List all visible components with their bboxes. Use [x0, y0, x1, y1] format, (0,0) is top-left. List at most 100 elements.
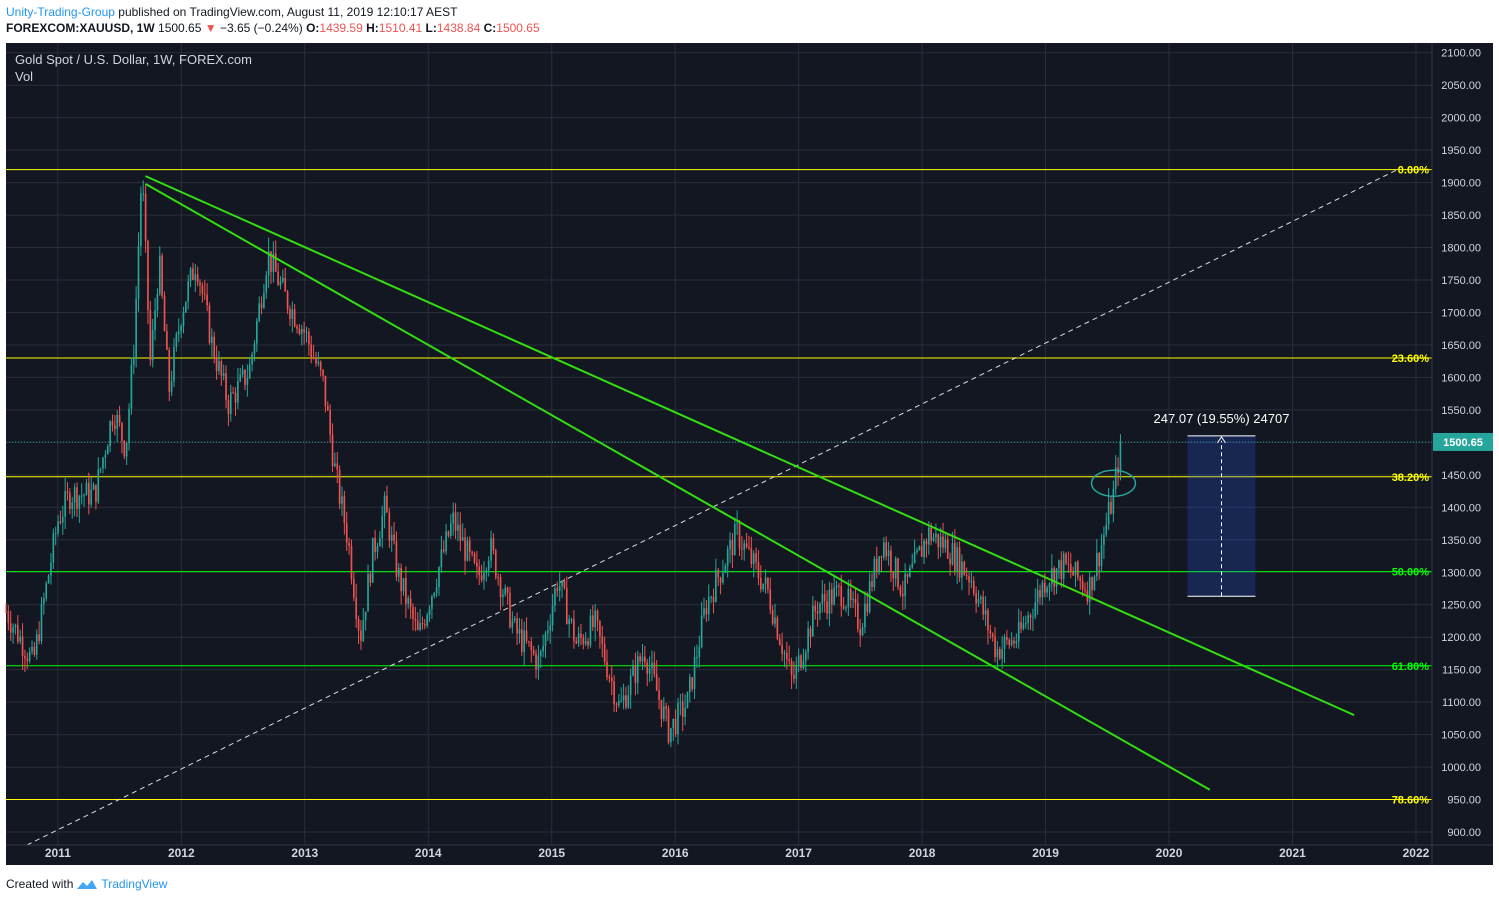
candle-body: [516, 618, 518, 634]
author-link[interactable]: Unity-Trading-Group: [6, 5, 115, 19]
candle-body: [781, 644, 783, 654]
candle-body: [289, 309, 291, 319]
candle-body: [215, 358, 218, 371]
candle-body: [977, 598, 980, 604]
candle-body: [40, 603, 43, 641]
fib-label: 78.60%: [1392, 795, 1430, 807]
candle-body: [561, 580, 563, 586]
candle-body: [644, 656, 646, 663]
candle-body: [570, 619, 573, 621]
candle-body: [736, 523, 738, 525]
candle-body: [691, 677, 694, 690]
candle-body: [892, 571, 895, 579]
candle-body: [665, 706, 667, 709]
candle-body: [513, 618, 516, 621]
candle-body: [603, 644, 606, 662]
candle-body: [920, 546, 923, 557]
candle-body: [253, 343, 256, 354]
candle-body: [1100, 545, 1103, 567]
candle-body: [5, 611, 7, 613]
candle-body: [970, 581, 973, 583]
candle-body: [317, 361, 320, 364]
candle-body: [509, 592, 511, 628]
candle-body: [412, 607, 414, 619]
candle-body: [641, 656, 644, 662]
candle-body: [762, 583, 765, 590]
candle-body: [158, 255, 161, 294]
candle-body: [208, 305, 211, 343]
axes: 900.00 950.00 1000.00 1050.00 1100.00 1150.00…: [6, 43, 1493, 865]
candle-body: [296, 326, 298, 329]
measure-arrow-head-icon: [1217, 435, 1226, 444]
candle-body: [613, 681, 615, 705]
candle-body: [778, 638, 781, 645]
candle-body: [1062, 553, 1065, 579]
candle-body: [308, 331, 310, 345]
candle-body: [769, 589, 772, 611]
candle-body: [303, 329, 305, 333]
drawings: 247.07 (19.55%) 24707: [145, 175, 1355, 791]
candle-body: [483, 572, 485, 581]
candle-body: [454, 512, 457, 531]
price-tick-label: 1200.00: [1441, 632, 1481, 644]
time-tick-label: 2018: [909, 846, 936, 860]
candle-body: [1079, 577, 1082, 581]
candle-body: [589, 615, 592, 646]
candle-body: [468, 540, 471, 552]
candle-body: [729, 540, 731, 550]
candle-body: [738, 523, 741, 549]
candle-body: [400, 567, 402, 592]
candle-body: [99, 468, 102, 470]
candle-body: [319, 361, 322, 370]
price-tick-label: 1250.00: [1441, 600, 1481, 612]
candle-body: [244, 369, 246, 385]
candle-body: [525, 630, 528, 642]
candle-body: [35, 634, 38, 655]
candle-body: [674, 718, 677, 735]
candle-body: [830, 589, 833, 605]
candle-body: [476, 562, 478, 567]
candle-body: [104, 454, 107, 458]
candle-body: [464, 537, 466, 561]
candle-body: [849, 588, 852, 601]
candle-body: [757, 561, 760, 578]
candle-body: [1020, 622, 1022, 629]
candle-body: [847, 588, 850, 608]
candle-body: [485, 570, 488, 573]
candle-body: [909, 567, 911, 577]
candle-body: [982, 596, 985, 615]
candle-body: [213, 336, 216, 359]
candle-body: [90, 489, 93, 505]
candle-body: [132, 357, 135, 365]
candle-body: [258, 303, 261, 322]
candle-body: [173, 346, 175, 382]
candle-body: [634, 665, 637, 683]
candle-body: [490, 538, 492, 561]
tradingview-brand[interactable]: TradingView: [101, 877, 168, 891]
candle-body: [942, 536, 944, 548]
candle-body: [54, 532, 57, 534]
candle-body: [537, 655, 540, 670]
candle-body: [715, 570, 717, 602]
candle-body: [1010, 640, 1013, 645]
candle-body: [660, 699, 663, 719]
candle-body: [814, 605, 817, 612]
candle-body: [1088, 576, 1091, 602]
close-label: C:: [483, 21, 497, 35]
candle-body: [251, 353, 253, 365]
candle-body: [1069, 564, 1072, 573]
price-tick-label: 950.00: [1447, 795, 1481, 807]
candle-body: [793, 674, 795, 679]
candle-body: [946, 539, 949, 559]
candle-body: [741, 548, 743, 550]
candle-body: [241, 369, 244, 375]
candle-body: [114, 425, 116, 429]
candle-body: [563, 580, 566, 588]
candle-body: [989, 630, 992, 634]
price-tick-label: 1400.00: [1441, 502, 1481, 514]
candle-body: [873, 558, 876, 587]
candle-body: [646, 662, 649, 674]
candle-body: [161, 255, 163, 296]
candle-body: [357, 618, 360, 631]
